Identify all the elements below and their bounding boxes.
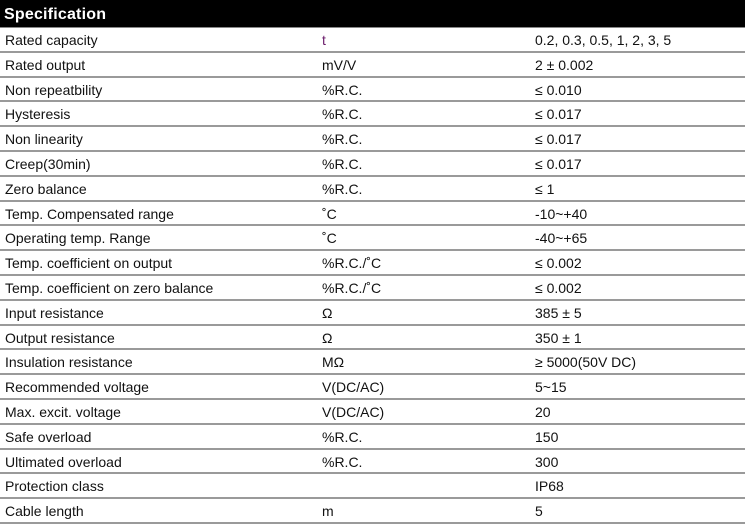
parameter-cell: Insulation resistance (5, 354, 133, 371)
value-cell: ≤ 0.017 (535, 131, 582, 148)
parameter-cell: Protection class (5, 478, 104, 495)
value-cell: 20 (535, 403, 551, 420)
parameter-cell: Cable length (5, 503, 84, 520)
value-cell: ≤ 0.010 (535, 81, 582, 98)
table-row: Operating temp. Range ˚C -40~+65 (0, 226, 745, 252)
unit-cell: %R.C./˚C (322, 279, 382, 296)
parameter-cell: Rated capacity (5, 32, 98, 48)
value-cell: 385 ± 5 (535, 304, 582, 321)
table-row: Hysteresis %R.C. ≤ 0.017 (0, 102, 745, 128)
parameter-cell: Output resistance (5, 329, 115, 346)
unit-cell: %R.C. (322, 428, 363, 445)
unit-cell (318, 474, 530, 497)
table-row: Creep(30min) %R.C. ≤ 0.017 (0, 152, 745, 177)
unit-cell: Ω (322, 329, 333, 346)
parameter-cell: Temp. coefficient on output (5, 255, 173, 272)
value-cell: ≤ 0.017 (535, 106, 582, 123)
value-cell: 300 (535, 453, 559, 470)
value-cell: 150 (535, 428, 559, 445)
table-row: Temp. coefficient on output %R.C./˚C ≤ 0.0… (0, 251, 745, 276)
value-cell: 5~15 (535, 379, 567, 396)
table-row: Safe overload %R.C. 150 (0, 425, 745, 450)
parameter-cell: Non linearity (5, 131, 83, 148)
parameter-cell: Temp. Compensated range (5, 205, 174, 222)
table-row: Cable length m 5 (0, 499, 745, 524)
parameter-cell: Hysteresis (5, 106, 71, 123)
unit-cell: %R.C. (322, 453, 363, 470)
table-row: Temp. coefficient on zero balance %R.C./˚… (0, 276, 745, 301)
unit-cell: ˚C (322, 230, 337, 247)
parameter-cell: Temp. coefficient on zero balance (5, 279, 214, 296)
unit-cell: mV/V (322, 56, 357, 73)
table-row: Protection class IP68 (0, 474, 745, 500)
table-row: Insulation resistance MΩ ≥ 5000(50V DC) (0, 350, 745, 376)
parameter-cell: Rated output (5, 56, 86, 73)
table-row: Non repeatbility %R.C. ≤ 0.010 (0, 78, 745, 103)
value-cell: 2 ± 0.002 (535, 56, 594, 73)
unit-cell: %R.C. (322, 106, 363, 123)
value-cell: -10~+40 (535, 205, 588, 222)
value-cell: ≥ 5000(50V DC) (535, 354, 637, 371)
unit-cell: %R.C. (322, 180, 363, 197)
table-row: Max. excit. voltage V(DC/AC) 20 (0, 400, 745, 425)
value-cell: 0.2, 0.3, 0.5, 1, 2, 3, 5 (535, 32, 672, 48)
value-cell: IP68 (535, 478, 564, 495)
table-row: Ultimated overload %R.C. 300 (0, 450, 745, 475)
parameter-cell: Max. excit. voltage (5, 403, 121, 420)
value-cell: ≤ 0.017 (535, 155, 582, 172)
parameter-cell: Creep(30min) (5, 155, 91, 172)
value-cell: ≤ 0.002 (535, 255, 582, 272)
parameter-cell: Safe overload (5, 428, 92, 445)
table-row: Temp. Compensated range ˚C -10~+40 (0, 202, 745, 227)
value-cell: ≤ 0.002 (535, 279, 582, 296)
parameter-cell: Recommended voltage (5, 379, 149, 396)
unit-cell: ˚C (322, 205, 337, 222)
parameter-cell: Input resistance (5, 304, 104, 321)
table-row: Rated capacity t 0.2, 0.3, 0.5, 1, 2, 3, 5 (0, 28, 745, 53)
table-row: Input resistance Ω 385 ± 5 (0, 301, 745, 326)
value-cell: 350 ± 1 (535, 329, 582, 346)
unit-cell: MΩ (322, 354, 345, 371)
unit-cell: %R.C. (322, 131, 363, 148)
value-cell: 5 (535, 503, 543, 520)
unit-cell: V(DC/AC) (322, 379, 385, 396)
unit-cell: %R.C./˚C (322, 255, 382, 272)
table-row: Zero balance %R.C. ≤ 1 (0, 177, 745, 202)
value-cell: -40~+65 (535, 230, 588, 247)
unit-cell: Ω (322, 304, 333, 321)
parameter-cell: Non repeatbility (5, 81, 103, 98)
value-cell: ≤ 1 (535, 180, 555, 197)
parameter-cell: Zero balance (5, 180, 87, 197)
unit-cell: %R.C. (322, 81, 363, 98)
unit-cell: V(DC/AC) (322, 403, 385, 420)
unit-cell: m (322, 503, 334, 520)
table-row: Output resistance Ω 350 ± 1 (0, 326, 745, 351)
unit-cell: %R.C. (322, 155, 363, 172)
table-row: Rated output mV/V 2 ± 0.002 (0, 53, 745, 78)
table-row: Recommended voltage V(DC/AC) 5~15 (0, 375, 745, 400)
table-title: Specification (0, 0, 745, 28)
unit-cell: t (322, 32, 326, 48)
parameter-cell: Operating temp. Range (5, 230, 151, 247)
parameter-cell: Ultimated overload (5, 453, 122, 470)
table-row: Non linearity %R.C. ≤ 0.017 (0, 127, 745, 152)
